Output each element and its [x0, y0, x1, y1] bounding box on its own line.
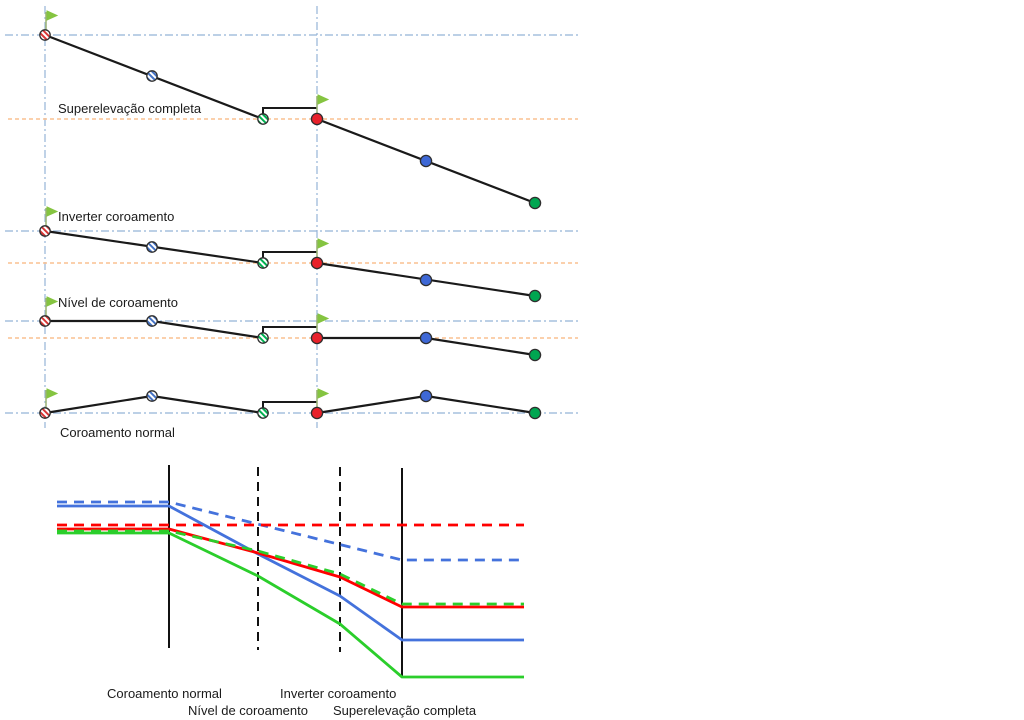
point-marker-solid-green — [528, 289, 542, 303]
chart-station-label-inverter-coroamento: Inverter coroamento — [280, 686, 397, 701]
section-label-coroamento-normal: Coroamento normal — [60, 425, 175, 440]
point-marker-hatch-blue — [146, 315, 158, 327]
point-marker-solid-blue — [419, 331, 433, 345]
flag-icon — [317, 388, 330, 399]
crown-step-line — [262, 401, 317, 413]
point-marker-solid-red — [310, 406, 324, 420]
point-marker-solid-blue — [419, 273, 433, 287]
superelevation-chart — [57, 465, 524, 679]
flag-icon — [46, 10, 59, 21]
point-marker-solid-green — [528, 406, 542, 420]
chart-station-label-superelevacao-completa: Superelevação completa — [333, 703, 477, 718]
point-marker-solid-blue — [419, 154, 433, 168]
flag-icon — [46, 388, 59, 399]
flag-icon — [46, 206, 59, 217]
section-label-inverter-coroamento: Inverter coroamento — [58, 209, 175, 224]
point-marker-solid-green — [528, 348, 542, 362]
point-marker-hatch-green — [257, 332, 269, 344]
chart-series-green-dashed — [57, 529, 524, 606]
point-marker-hatch-blue — [146, 70, 158, 82]
chart-series-red-solid — [57, 527, 524, 609]
flag-icon — [317, 313, 330, 324]
chart-station-label-nivel-de-coroamento: Nível de coroamento — [188, 703, 308, 718]
flag-icon — [317, 94, 330, 105]
point-marker-hatch-red — [39, 29, 51, 41]
chart-series-blue-solid — [57, 504, 524, 642]
point-marker-solid-red — [310, 331, 324, 345]
cross-section — [39, 10, 542, 210]
point-marker-solid-green — [528, 196, 542, 210]
chart-station-label-coroamento-normal: Coroamento normal — [107, 686, 222, 701]
point-marker-hatch-red — [39, 315, 51, 327]
section-label-superelevacao-completa: Superelevação completa — [58, 101, 202, 116]
point-marker-hatch-blue — [146, 241, 158, 253]
point-marker-hatch-green — [257, 407, 269, 419]
point-marker-hatch-blue — [146, 390, 158, 402]
cross-section — [39, 206, 542, 303]
section-label-nivel-de-coroamento: Nível de coroamento — [58, 295, 178, 310]
cross-section — [39, 388, 542, 420]
point-marker-hatch-green — [257, 257, 269, 269]
guide-lines — [5, 6, 580, 428]
flag-icon — [46, 296, 59, 307]
flag-icon — [317, 238, 330, 249]
chart-series-green-solid — [57, 531, 524, 679]
point-marker-hatch-green — [257, 113, 269, 125]
point-marker-hatch-red — [39, 225, 51, 237]
point-marker-solid-red — [310, 256, 324, 270]
crown-step-line — [262, 326, 317, 338]
cross-section — [39, 296, 542, 362]
crown-step-line — [262, 251, 317, 263]
point-marker-hatch-red — [39, 407, 51, 419]
point-marker-solid-blue — [419, 389, 433, 403]
crown-step-line — [262, 107, 317, 119]
chart-series-blue-dashed — [57, 500, 524, 562]
point-marker-solid-red — [310, 112, 324, 126]
